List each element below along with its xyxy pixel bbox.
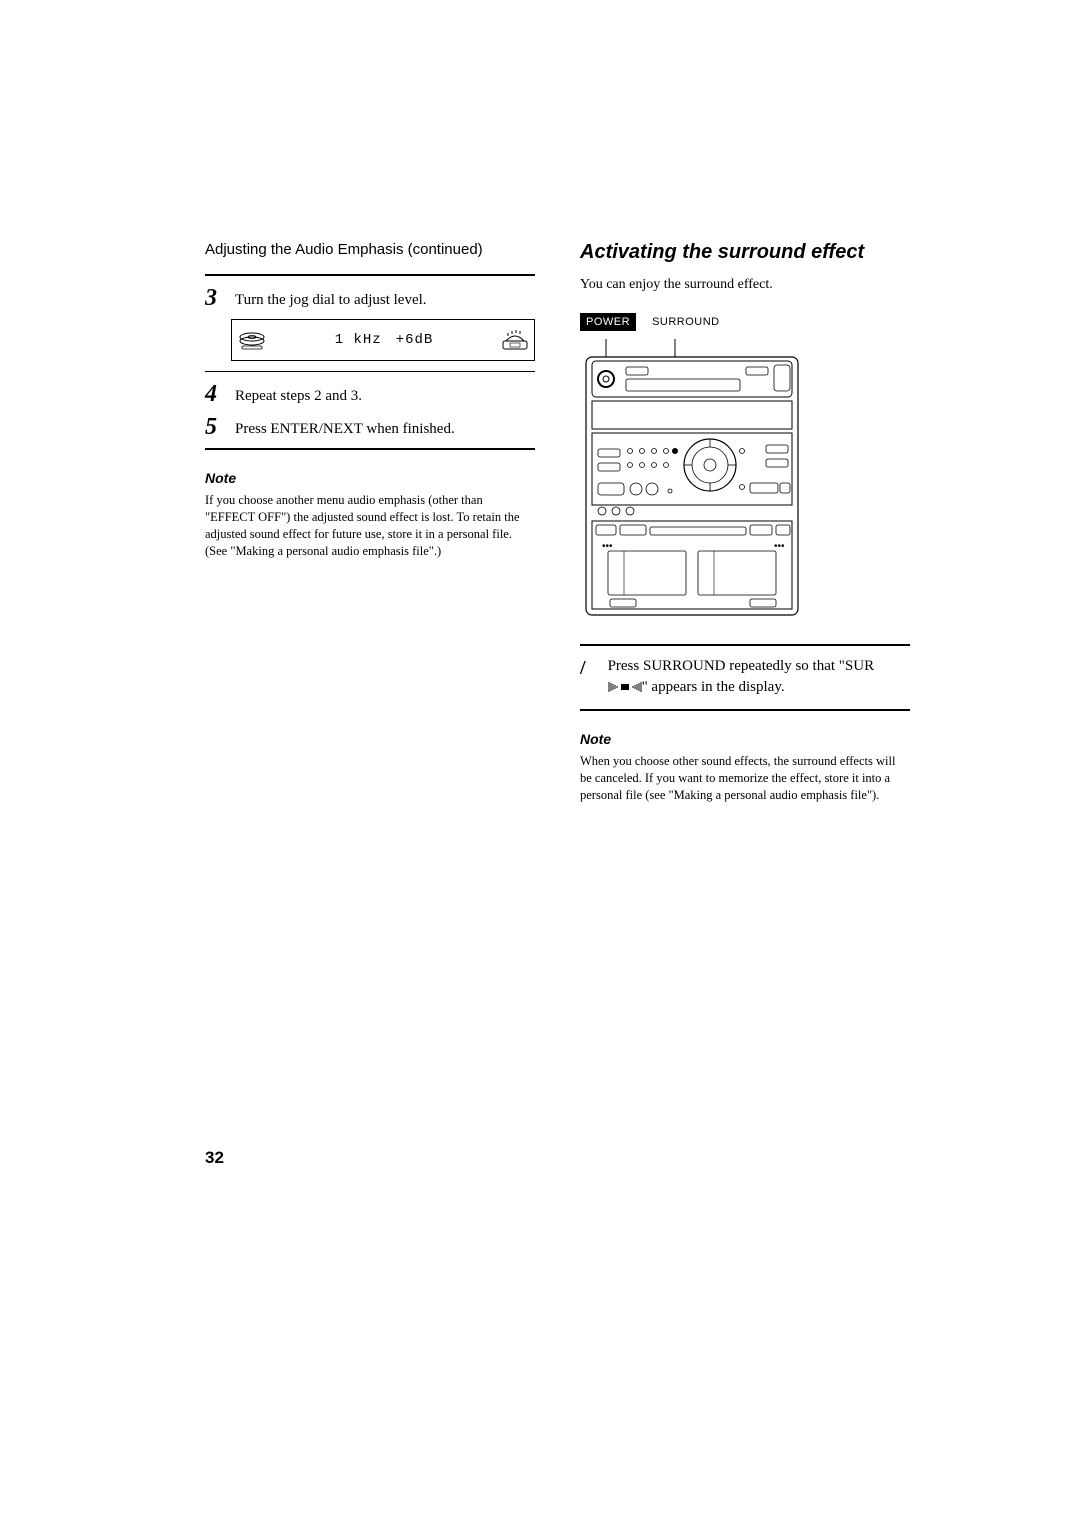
surround-step: / Press SURROUND repeatedly so that "SUR [580,656,910,700]
continued-heading: Adjusting the Audio Emphasis (continued) [205,240,535,260]
rule [205,448,535,450]
step-3: 3 Turn the jog dial to adjust level. [205,286,535,311]
step-number: 3 [205,286,223,310]
svg-text:•••: ••• [774,541,785,552]
power-label: POWER [580,313,636,331]
display-level: +6dB [396,332,434,348]
display-center: 1 kHz +6dB [335,332,434,348]
step-text-b: " appears in the display. [642,679,785,695]
surround-bars-icon [608,681,642,693]
step-text: Repeat steps 2 and 3. [235,382,362,407]
note-body: When you choose other sound effects, the… [580,753,910,804]
step-text: Press SURROUND repeatedly so that "SUR "… [608,656,910,700]
device-diagram: ••• ••• [580,339,910,624]
page-number: 32 [205,1148,224,1168]
surround-label: SURROUND [652,316,720,328]
lcd-display: 1 kHz +6dB [231,319,535,361]
disc-stack-icon [238,329,266,351]
rule [205,274,535,276]
step-marker: / [580,656,586,700]
note-heading: Note [205,470,535,486]
two-column-layout: Adjusting the Audio Emphasis (continued)… [205,240,910,804]
intro-text: You can enjoy the surround effect. [580,275,910,295]
rule [205,371,535,372]
note-heading: Note [580,731,910,747]
note-body: If you choose another menu audio emphasi… [205,492,535,560]
step-number: 5 [205,415,223,439]
rule [580,709,910,711]
section-title: Activating the surround effect [580,240,910,265]
cd-tray-icon [502,329,528,351]
left-column: Adjusting the Audio Emphasis (continued)… [205,240,535,804]
manual-page: Adjusting the Audio Emphasis (continued)… [0,0,1080,1528]
step-4: 4 Repeat steps 2 and 3. [205,382,535,407]
right-column: Activating the surround effect You can e… [580,240,910,804]
rule [580,644,910,646]
step-number: 4 [205,382,223,406]
step-text-a: Press SURROUND repeatedly so that "SUR [608,658,875,674]
step-text: Press ENTER/NEXT when finished. [235,415,455,440]
display-freq: 1 kHz [335,332,382,348]
stereo-system-icon: ••• ••• [580,339,805,619]
step-text: Turn the jog dial to adjust level. [235,286,427,311]
button-labels-row: POWER SURROUND [580,313,910,331]
step-5: 5 Press ENTER/NEXT when finished. [205,415,535,440]
svg-text:•••: ••• [602,541,613,552]
